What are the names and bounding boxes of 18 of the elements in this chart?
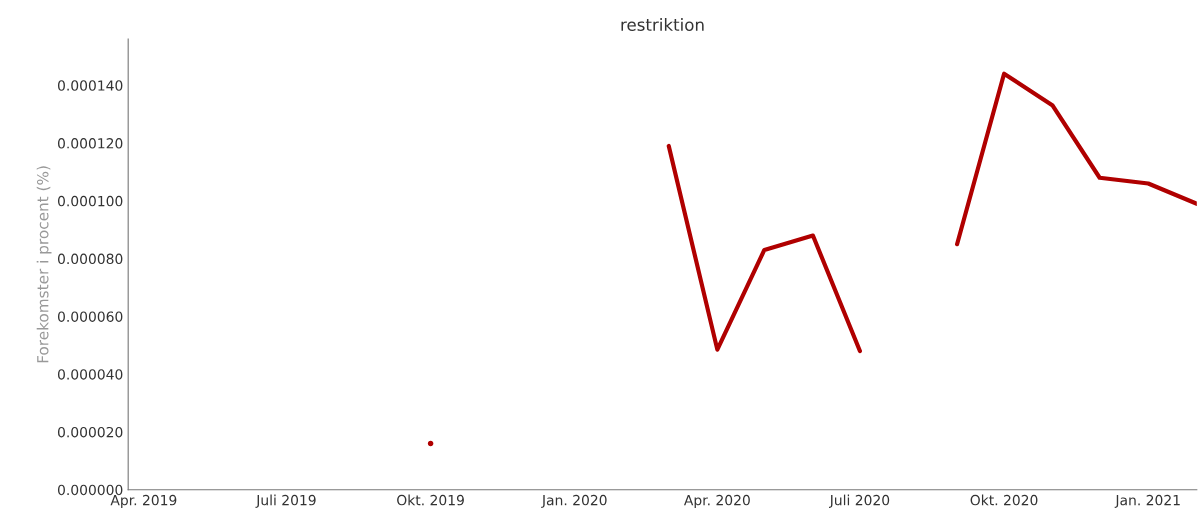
y-tick-label: 0.000060 [57,311,123,322]
y-tick-label: 0.000100 [57,195,123,207]
chart-title: restriktion [621,18,704,31]
y-axis-title: Forekomster i procent (%) [36,166,52,363]
x-tick-label: Okt. 2019 [397,494,464,506]
x-tick-label: Okt. 2020 [970,494,1038,506]
x-tick-label: Apr. 2020 [683,494,750,509]
y-tick-label: 0.000020 [57,426,123,438]
x-tick-label: Juli 2019 [255,494,316,508]
y-tick-label: 0.000080 [57,253,123,265]
x-tick-label: Juli 2020 [829,494,890,508]
y-tick-label: 0.000120 [57,138,123,149]
y-tick-label: 0.000140 [57,80,123,91]
x-tick-label: Jan. 2021 [1114,494,1180,508]
x-tick-label: Jan. 2020 [541,494,607,508]
x-tick-label: Apr. 2019 [110,494,177,509]
y-tick-label: 0.000000 [57,484,123,496]
y-tick-label: 0.000040 [57,369,123,380]
